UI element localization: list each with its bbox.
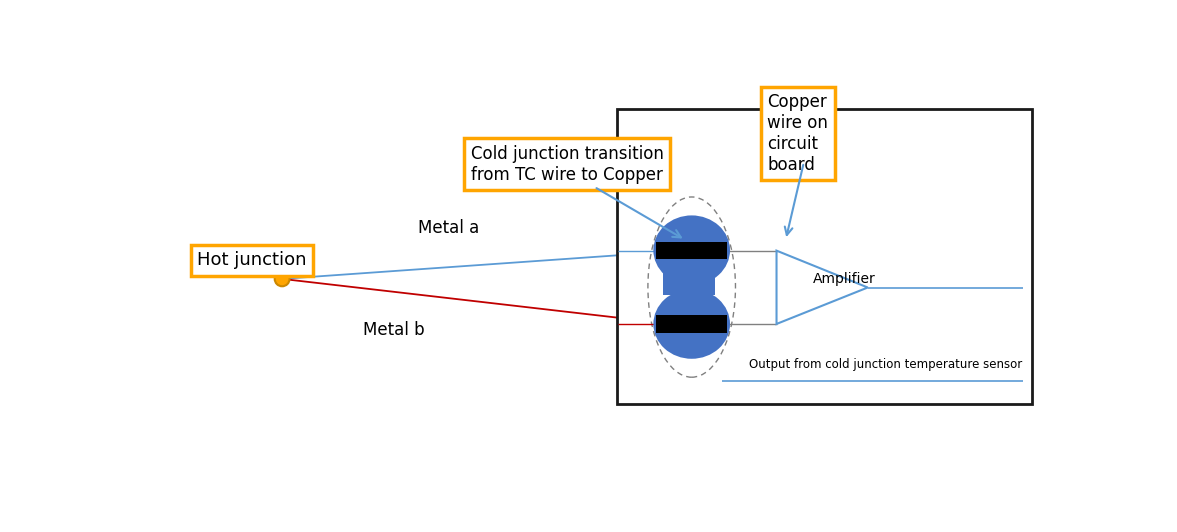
Ellipse shape <box>653 289 730 359</box>
Ellipse shape <box>274 271 290 286</box>
Ellipse shape <box>653 215 730 285</box>
Bar <box>617 109 1032 404</box>
Text: Metal a: Metal a <box>418 219 479 237</box>
Bar <box>656 242 727 259</box>
Text: Output from cold junction temperature sensor: Output from cold junction temperature se… <box>749 359 1023 371</box>
Text: Metal b: Metal b <box>363 321 424 339</box>
Bar <box>663 264 716 295</box>
Text: Hot junction: Hot junction <box>198 252 307 270</box>
Text: Amplifier: Amplifier <box>813 272 876 286</box>
Text: Copper
wire on
circuit
board: Copper wire on circuit board <box>767 93 829 173</box>
Text: Cold junction transition
from TC wire to Copper: Cold junction transition from TC wire to… <box>471 145 664 184</box>
Bar <box>656 315 727 332</box>
